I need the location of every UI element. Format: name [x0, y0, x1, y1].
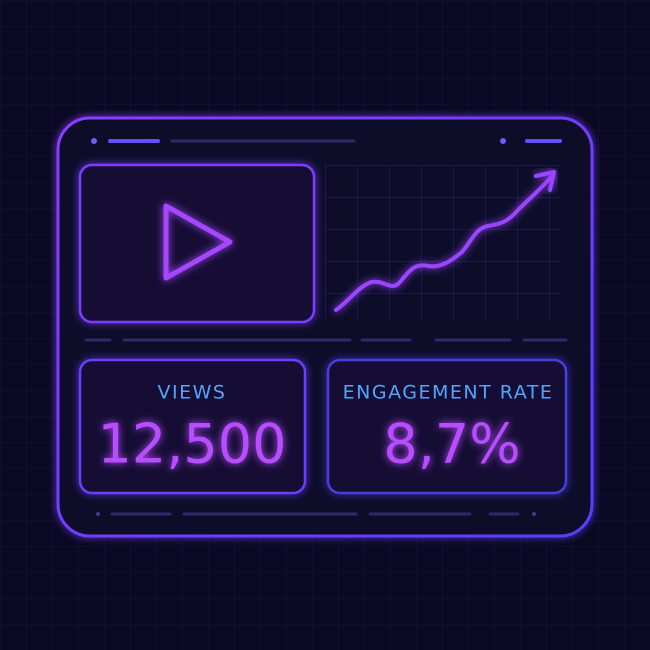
trend-line	[334, 174, 554, 312]
top-bar	[91, 138, 562, 144]
stat-label: ENGAGEMENT RATE	[343, 382, 554, 404]
video-box	[78, 163, 316, 324]
bottom-bar	[96, 512, 536, 516]
stat-value: 12,500	[98, 413, 287, 476]
stat-card	[326, 358, 568, 495]
stat-value: 8,7%	[383, 413, 520, 476]
stat-card	[78, 358, 307, 495]
play-icon	[163, 203, 233, 281]
stat-label: VIEWS	[158, 382, 227, 404]
chart-grid	[325, 165, 560, 322]
trend-arrow	[534, 170, 556, 192]
